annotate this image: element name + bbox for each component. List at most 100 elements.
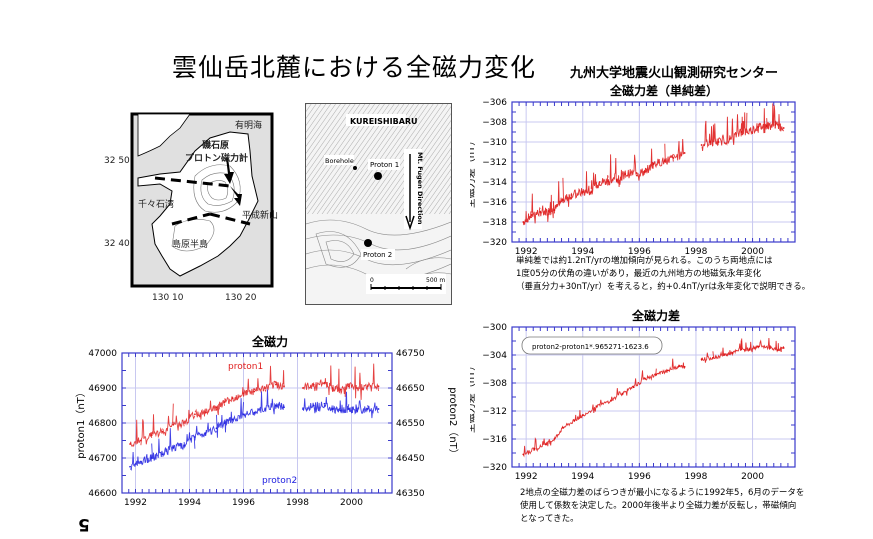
data-point <box>231 418 234 421</box>
data-point <box>172 446 175 449</box>
series-segment <box>570 187 584 200</box>
data-point <box>539 211 542 213</box>
data-point <box>129 443 131 445</box>
map-label-kureishibaru: KUREISHIBARU <box>350 117 418 126</box>
data-point <box>581 414 584 417</box>
data-point <box>312 383 315 386</box>
data-point <box>723 354 726 356</box>
data-point <box>283 385 285 388</box>
y-right-axis-label: proton2（nT） <box>447 387 459 459</box>
data-point <box>607 180 610 182</box>
data-point <box>339 388 342 391</box>
series-segment <box>264 389 277 415</box>
x-tick-label: 1992 <box>124 498 147 508</box>
series-segment <box>313 379 325 392</box>
map-label-chijiwa-bay: 千々石湾 <box>138 198 174 210</box>
data-point <box>765 125 768 127</box>
data-point <box>275 383 277 386</box>
data-point <box>377 408 380 410</box>
data-point <box>717 141 720 143</box>
data-point <box>581 191 584 193</box>
series-segment <box>622 385 635 396</box>
series-segment <box>340 383 349 397</box>
series-segment <box>573 410 583 423</box>
data-point <box>339 409 342 412</box>
y-tick-label: 47000 <box>88 349 117 359</box>
y-tick-label: 46900 <box>88 384 117 394</box>
series-segment <box>205 400 217 416</box>
data-point <box>777 349 779 351</box>
data-point <box>782 127 785 129</box>
y-tick-label: −312 <box>482 407 507 417</box>
y-tick-label: −316 <box>482 435 507 445</box>
series-segment <box>610 388 623 402</box>
series-segment <box>172 442 185 452</box>
series-line <box>522 337 785 458</box>
data-point <box>672 157 675 159</box>
data-point <box>183 444 185 447</box>
series-segment <box>766 103 776 130</box>
series-segment <box>216 399 226 416</box>
data-point <box>172 423 175 426</box>
series-segment <box>712 347 725 360</box>
data-point <box>748 348 751 351</box>
data-point <box>129 465 131 468</box>
y-tick-label: −316 <box>482 198 507 208</box>
map-scale-start: 0 <box>370 277 374 284</box>
data-point <box>663 160 666 162</box>
data-point <box>223 422 226 424</box>
data-point <box>323 381 326 384</box>
data-point <box>678 365 680 368</box>
data-point <box>635 172 638 174</box>
data-point <box>204 411 207 414</box>
y-tick-label: 46700 <box>88 454 117 464</box>
chart-total-force: 1992 1994 1996 1998 2000 47000 46900 46800 46700… <box>75 349 459 508</box>
data-point <box>530 214 533 216</box>
series-segment <box>590 172 601 195</box>
series-segment <box>740 338 751 353</box>
map-label-ariake-sea: 有明海 <box>235 119 262 131</box>
series-segment <box>324 365 334 396</box>
series-segment <box>243 408 255 418</box>
data-point <box>615 179 618 181</box>
series-segment <box>582 404 597 417</box>
data-point <box>553 438 556 440</box>
series-segment <box>264 365 277 393</box>
series-segment <box>253 378 266 394</box>
chart1-note: 単純差では約1.2nT/yrの増加傾向が見られる。このうち両地点には 1度05分… <box>516 255 810 294</box>
x-tick-label: 1998 <box>684 247 707 256</box>
series-segment <box>253 391 266 415</box>
series-segment <box>749 341 759 353</box>
series-segment <box>356 399 369 414</box>
series-segment <box>644 368 657 381</box>
series-segment <box>723 350 734 357</box>
chart-simple-difference: 1992 1994 1996 1998 2000 −306 −308 −310 −312 −314… <box>470 98 796 256</box>
map-label-lat-bottom: 32 40 <box>104 239 130 249</box>
map-label-instrument: プロトン磁力計 <box>185 152 248 164</box>
organization-name: 九州大学地震火山観測研究センター <box>570 66 779 81</box>
map-label-lat-top: 32 50 <box>104 156 130 166</box>
data-point <box>712 356 714 359</box>
data-point <box>683 366 686 368</box>
series-segment <box>367 402 379 419</box>
series-segment <box>275 401 285 410</box>
series-segment <box>644 148 654 174</box>
data-point <box>283 406 285 409</box>
legend-proton1: proton1 <box>228 362 263 372</box>
data-point <box>644 171 646 173</box>
proton1-marker <box>374 172 382 180</box>
y-tick-label: 46600 <box>88 489 117 499</box>
series-segment <box>183 409 196 426</box>
series-segment <box>129 419 142 448</box>
series-segment <box>356 372 369 400</box>
series-segment <box>777 343 785 353</box>
map-scale-end: 500 m <box>426 277 445 284</box>
data-point <box>666 369 669 372</box>
x-tick-label: 1992 <box>515 247 538 256</box>
data-point <box>215 427 218 430</box>
series-segment <box>746 123 759 136</box>
data-point <box>366 408 369 410</box>
page-number: 5 <box>78 514 90 534</box>
x-tick-label: 1994 <box>571 247 594 256</box>
kureishibaru-map: KUREISHIBARU Borehole Proton 1 Proton 2 … <box>305 103 452 305</box>
